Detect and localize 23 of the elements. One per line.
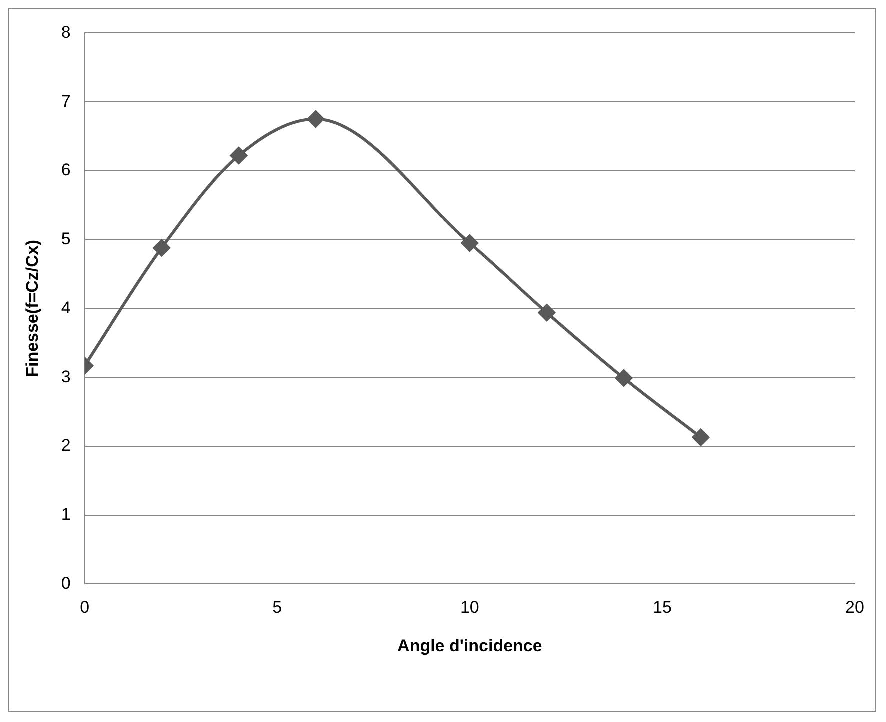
y-tick-label: 6 (61, 160, 71, 180)
x-tick-label: 15 (653, 598, 672, 618)
point (230, 147, 248, 164)
x-tick-label: 10 (460, 598, 480, 618)
y-tick-label: 0 (61, 574, 71, 593)
point (692, 428, 710, 446)
point (153, 240, 170, 257)
x-tick-label: 20 (846, 598, 864, 618)
point (307, 110, 324, 128)
y-tick-label: 1 (61, 505, 71, 524)
y-tick-label: 2 (61, 436, 71, 456)
y-tick-label: 7 (61, 92, 71, 111)
y-tick-label: 8 (61, 22, 71, 42)
y-tick-label: 5 (61, 230, 71, 249)
y-tick-label: 3 (61, 367, 71, 386)
x-tick-label: 0 (80, 598, 90, 618)
y-axis-title: Finesse(f=Cz/Cx) (22, 240, 42, 378)
point (461, 234, 478, 252)
x-axis-title: Angle d'incidence (398, 636, 542, 656)
x-tick-label: 5 (272, 598, 282, 618)
y-tick-label: 4 (61, 298, 71, 318)
point (538, 304, 556, 322)
point (615, 370, 632, 387)
